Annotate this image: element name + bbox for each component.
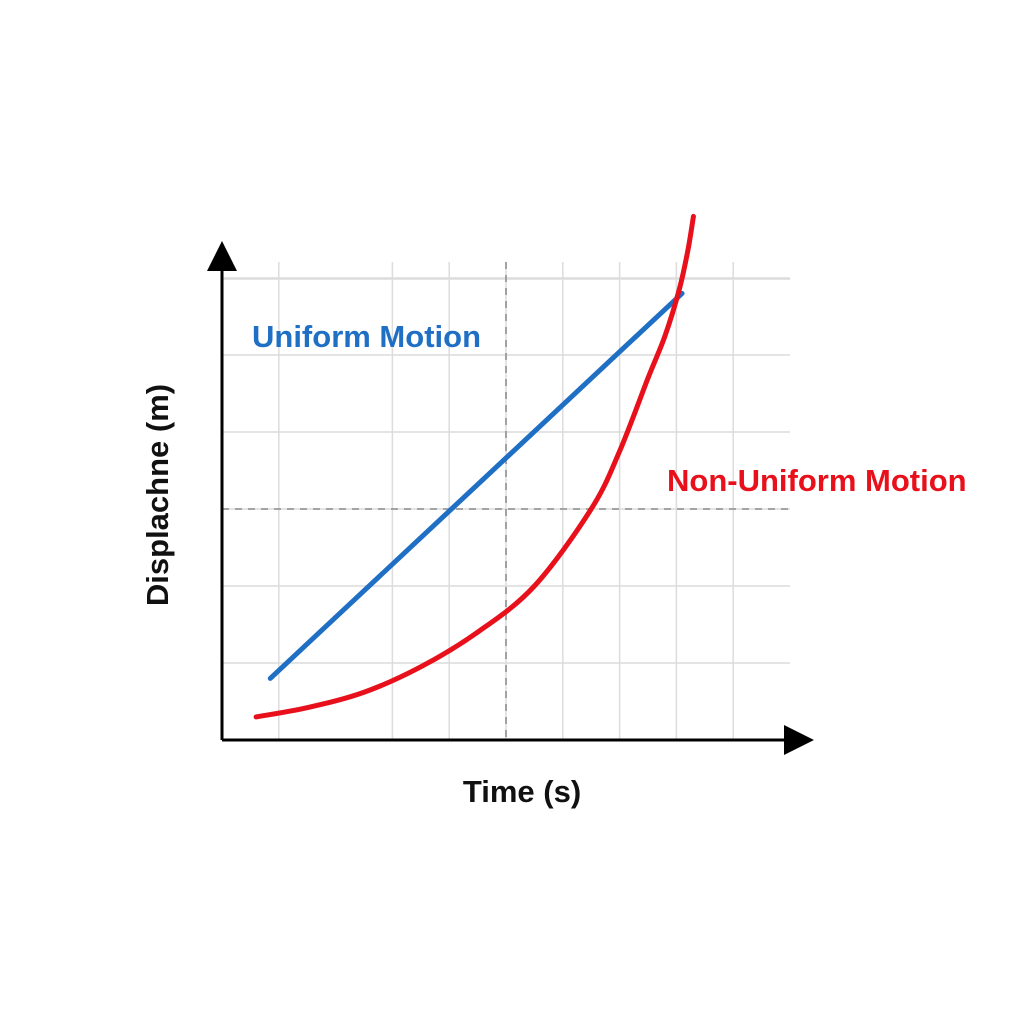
series-line-1 [253,213,696,720]
series-label-uniform-motion: Uniform Motion [252,319,481,354]
x-axis-label: Time (s) [463,774,581,809]
labels-group: Time (s) Displachne (m) Uniform Motion N… [140,319,967,809]
series-label-non-uniform-motion: Non-Uniform Motion [667,463,967,498]
series-line-0 [267,290,685,681]
y-axis-label: Displachne (m) [140,384,175,606]
series-group [253,213,696,720]
reference-lines [222,262,790,740]
axes [207,241,814,755]
